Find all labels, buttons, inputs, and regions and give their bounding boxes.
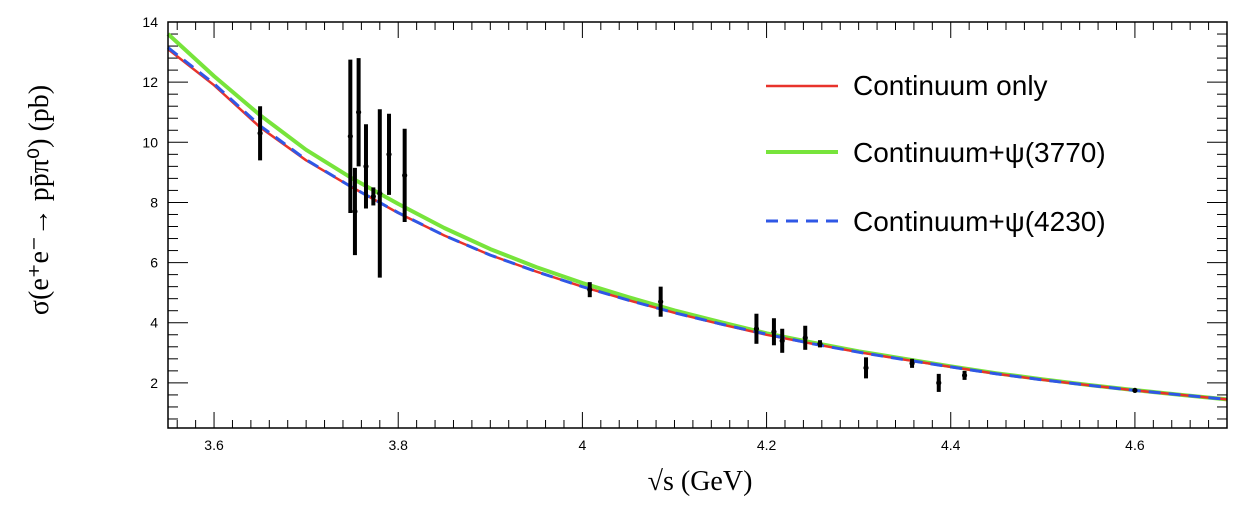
data-point bbox=[779, 338, 785, 344]
x-axis-title: √s (GeV) bbox=[648, 466, 753, 497]
x-tick-label: 3.6 bbox=[204, 437, 224, 453]
x-tick-label: 4.4 bbox=[941, 437, 961, 453]
data-points bbox=[257, 58, 1138, 394]
data-point bbox=[817, 341, 823, 347]
data-point bbox=[771, 329, 777, 335]
data-point bbox=[961, 372, 968, 378]
legend-label-continuum-psi4230: Continuum+ψ(4230) bbox=[853, 206, 1106, 237]
tick-labels: 3.6 3.8 4 4.2 4.4 4.6 2 4 6 8 10 12 14 bbox=[142, 14, 1144, 453]
series-line-continuum-psi4230 bbox=[167, 46, 1228, 401]
y-tick-label: 10 bbox=[142, 134, 158, 150]
data-point bbox=[753, 326, 760, 332]
y-tick-label: 8 bbox=[150, 194, 158, 210]
x-tick-label: 4 bbox=[578, 437, 586, 453]
data-point bbox=[356, 109, 362, 115]
data-point bbox=[863, 365, 869, 371]
data-point bbox=[658, 299, 664, 305]
data-point bbox=[352, 208, 358, 215]
legend: Continuum only Continuum+ψ(3770) Continu… bbox=[766, 70, 1106, 237]
y-axis-title: σ(e⁺e⁻→ pp̄π⁰) (pb) bbox=[24, 85, 55, 315]
data-point bbox=[936, 380, 942, 386]
data-point bbox=[587, 287, 593, 293]
x-tick-label: 4.2 bbox=[757, 437, 777, 453]
data-point bbox=[257, 130, 263, 136]
x-tick-label: 3.8 bbox=[388, 437, 408, 453]
data-point bbox=[1132, 387, 1138, 394]
data-point bbox=[377, 190, 383, 197]
data-point bbox=[363, 163, 369, 169]
x-tick-label: 4.6 bbox=[1125, 437, 1145, 453]
y-tick-label: 14 bbox=[142, 14, 158, 30]
y-tick-label: 6 bbox=[150, 255, 158, 271]
plot-frame bbox=[167, 21, 1228, 429]
y-tick-label: 12 bbox=[142, 74, 158, 90]
series-layer bbox=[166, 32, 1228, 402]
y-tick-label: 2 bbox=[150, 375, 158, 391]
data-point bbox=[909, 360, 915, 366]
data-point bbox=[386, 151, 392, 157]
legend-label-continuum-only: Continuum only bbox=[853, 70, 1048, 101]
data-point bbox=[347, 133, 353, 139]
ticks-layer bbox=[168, 21, 1228, 428]
data-point bbox=[402, 172, 408, 178]
legend-label-continuum-psi3770: Continuum+ψ(3770) bbox=[853, 137, 1106, 168]
data-point bbox=[370, 193, 376, 200]
y-tick-label: 4 bbox=[150, 315, 158, 331]
data-point bbox=[802, 335, 808, 341]
